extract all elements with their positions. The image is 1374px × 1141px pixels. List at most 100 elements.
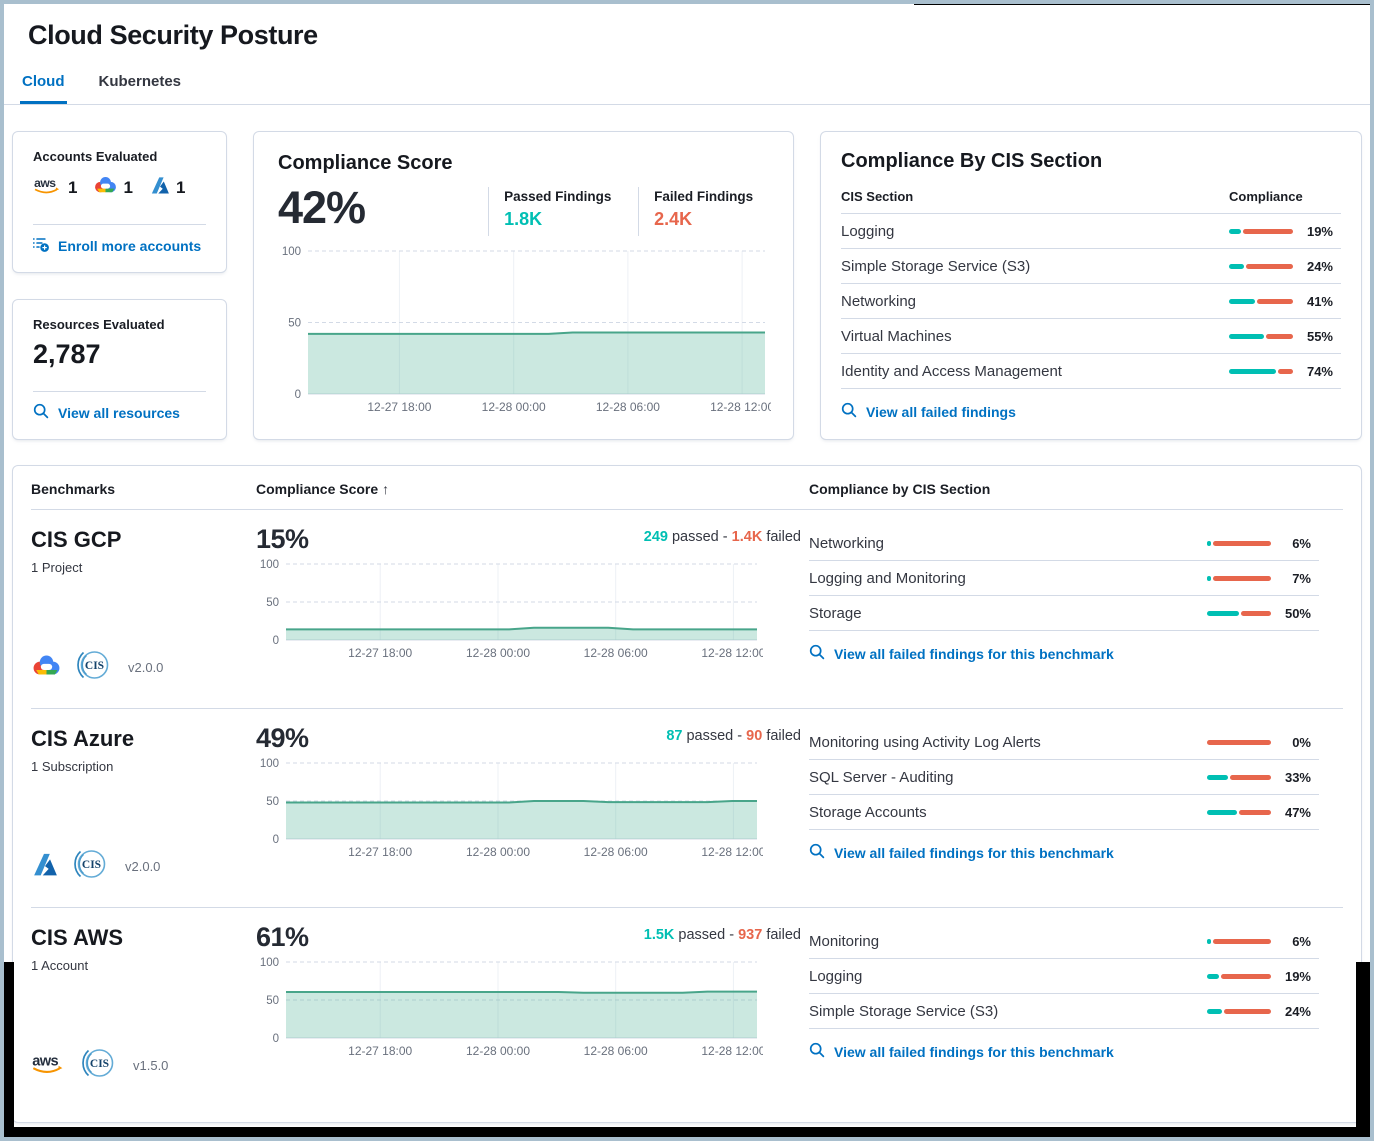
compliance-score-title: Compliance Score: [278, 152, 453, 174]
benchmark-name: CIS Azure: [31, 726, 135, 751]
tab-kubernetes[interactable]: Kubernetes: [98, 73, 182, 90]
resources-evaluated-card: Resources Evaluated 2,787 View all resou…: [12, 299, 227, 440]
svg-text:100: 100: [260, 559, 279, 571]
svg-text:12-28 00:00: 12-28 00:00: [466, 646, 530, 660]
compliance-bar: [1229, 368, 1293, 374]
svg-text:12-28 12:00: 12-28 12:00: [710, 400, 771, 414]
svg-text:12-28 06:00: 12-28 06:00: [596, 400, 660, 414]
view-failed-findings-benchmark-link[interactable]: View all failed findings for this benchm…: [809, 644, 1319, 663]
benchmark-section-row: Logging 19%: [809, 959, 1319, 994]
cis-section-card-title: Compliance By CIS Section: [841, 150, 1103, 172]
compliance-bar: [1207, 540, 1271, 546]
svg-text:0: 0: [273, 635, 279, 647]
svg-text:aws: aws: [32, 1053, 58, 1069]
screenshot-artifact: [914, 4, 1370, 5]
passed-findings-stat: Passed Findings 1.8K: [488, 187, 638, 236]
findings-stats: Passed Findings 1.8K Failed Findings 2.4…: [488, 187, 788, 236]
cis-row-virtual-machines: Virtual Machines 55%: [841, 319, 1341, 354]
svg-text:CIS: CIS: [85, 660, 104, 672]
cis-row-iam: Identity and Access Management 74%: [841, 354, 1341, 389]
cis-section-table: CIS Section Compliance Logging 19% Simpl…: [841, 185, 1341, 389]
gcp-account: 1: [93, 175, 133, 200]
benchmarks-table-header: Benchmarks Compliance Score ↑ Compliance …: [31, 466, 1343, 509]
svg-text:50: 50: [266, 995, 279, 1007]
svg-text:12-28 06:00: 12-28 06:00: [584, 1044, 648, 1058]
azure-icon: [31, 852, 59, 881]
search-icon: [809, 644, 825, 663]
compliance-score-card: Compliance Score 42% Passed Findings 1.8…: [253, 131, 794, 440]
failed-findings-stat: Failed Findings 2.4K: [638, 187, 788, 236]
compliance-bar: [1207, 610, 1271, 616]
benchmark-score: 49%: [256, 723, 309, 753]
svg-text:12-27 18:00: 12-27 18:00: [348, 845, 412, 859]
benchmark-section-row: Storage 50%: [809, 596, 1319, 631]
compliance-bar: [1207, 973, 1271, 979]
svg-text:50: 50: [288, 318, 301, 330]
compliance-bar: [1229, 263, 1293, 269]
compliance-bar: [1207, 575, 1271, 581]
enroll-more-accounts-label: Enroll more accounts: [58, 237, 202, 254]
benchmark-name: CIS GCP: [31, 527, 122, 552]
benchmarks-column-header: Benchmarks: [31, 481, 116, 497]
benchmark-section-row: Monitoring using Activity Log Alerts 0%: [809, 725, 1319, 760]
azure-icon: [149, 176, 171, 199]
view-failed-findings-benchmark-label: View all failed findings for this benchm…: [834, 645, 1114, 662]
benchmark-row-cis-gcp: CIS GCP 1 Project: [31, 509, 1343, 708]
azure-account-count: 1: [175, 177, 186, 197]
benchmark-scope: 1 Account: [31, 958, 89, 973]
accounts-evaluated-title: Accounts Evaluated: [33, 149, 158, 164]
compliance-bar: [1207, 938, 1271, 944]
compliance-bar: [1207, 739, 1271, 745]
compliance-score-column-header[interactable]: Compliance Score ↑: [256, 481, 390, 497]
benchmark-version: v2.0.0: [125, 859, 161, 874]
benchmark-version: v2.0.0: [128, 660, 164, 675]
benchmark-version: v1.5.0: [133, 1058, 169, 1073]
view-failed-findings-benchmark-label: View all failed findings for this benchm…: [834, 844, 1114, 861]
benchmark-section-row: SQL Server - Auditing 33%: [809, 760, 1319, 795]
benchmark-score: 61%: [256, 922, 309, 952]
view-all-resources-link[interactable]: View all resources: [33, 403, 206, 422]
summary-left-column: Accounts Evaluated aws 1: [12, 131, 227, 440]
cis-logo-icon: CIS: [70, 844, 110, 889]
gcp-icon: [31, 653, 62, 683]
main-content: Accounts Evaluated aws 1: [4, 105, 1370, 1123]
benchmark-section-row: Storage Accounts 47%: [809, 795, 1319, 830]
compliance-score-value: 42%: [278, 182, 366, 233]
sort-ascending-icon: ↑: [382, 481, 390, 497]
compliance-score-trend-chart: 12-27 18:00 12-28 00:00 12-28 06:00 12-28 1…: [278, 244, 775, 421]
view-failed-findings-benchmark-link[interactable]: View all failed findings for this benchm…: [809, 843, 1319, 862]
svg-text:12-28 12:00: 12-28 12:00: [701, 646, 763, 660]
benchmark-trend-chart: 12-27 18:00 12-28 00:00 12-28 06:00 12-28 1…: [256, 756, 809, 866]
summary-section: Accounts Evaluated aws 1: [12, 131, 1362, 440]
cis-row-networking: Networking 41%: [841, 284, 1341, 319]
svg-text:12-28 06:00: 12-28 06:00: [584, 646, 648, 660]
svg-text:50: 50: [266, 597, 279, 609]
svg-text:12-28 06:00: 12-28 06:00: [584, 845, 648, 859]
view-failed-findings-benchmark-label: View all failed findings for this benchm…: [834, 1043, 1114, 1060]
benchmark-score: 15%: [256, 524, 309, 554]
view-all-failed-findings-link[interactable]: View all failed findings: [841, 402, 1341, 421]
svg-text:100: 100: [260, 758, 279, 770]
benchmark-passed-failed: 249 passed - 1.4K failed: [643, 529, 801, 545]
search-icon: [33, 403, 49, 422]
enroll-more-accounts-link[interactable]: Enroll more accounts: [33, 236, 206, 255]
svg-text:100: 100: [260, 957, 279, 969]
svg-text:0: 0: [273, 1033, 279, 1045]
failed-findings-value: 2.4K: [654, 209, 693, 229]
screenshot-artifact: [4, 962, 14, 1137]
passed-findings-value: 1.8K: [504, 209, 543, 229]
view-all-failed-findings-label: View all failed findings: [866, 403, 1016, 420]
card-divider: [33, 224, 206, 225]
benchmark-trend-chart: 12-27 18:00 12-28 00:00 12-28 06:00 12-28 1…: [256, 557, 809, 667]
gcp-icon: [93, 175, 118, 200]
svg-text:12-28 12:00: 12-28 12:00: [701, 1044, 763, 1058]
azure-account: 1: [149, 176, 185, 199]
list-add-icon: [33, 236, 49, 255]
tab-cloud[interactable]: Cloud: [20, 65, 67, 104]
resources-evaluated-count: 2,787: [33, 339, 101, 369]
search-icon: [841, 402, 857, 421]
compliance-bar: [1207, 1008, 1271, 1014]
view-failed-findings-benchmark-link[interactable]: View all failed findings for this benchm…: [809, 1042, 1319, 1061]
cis-table-header: CIS Section Compliance: [841, 185, 1341, 214]
svg-text:0: 0: [295, 389, 301, 401]
